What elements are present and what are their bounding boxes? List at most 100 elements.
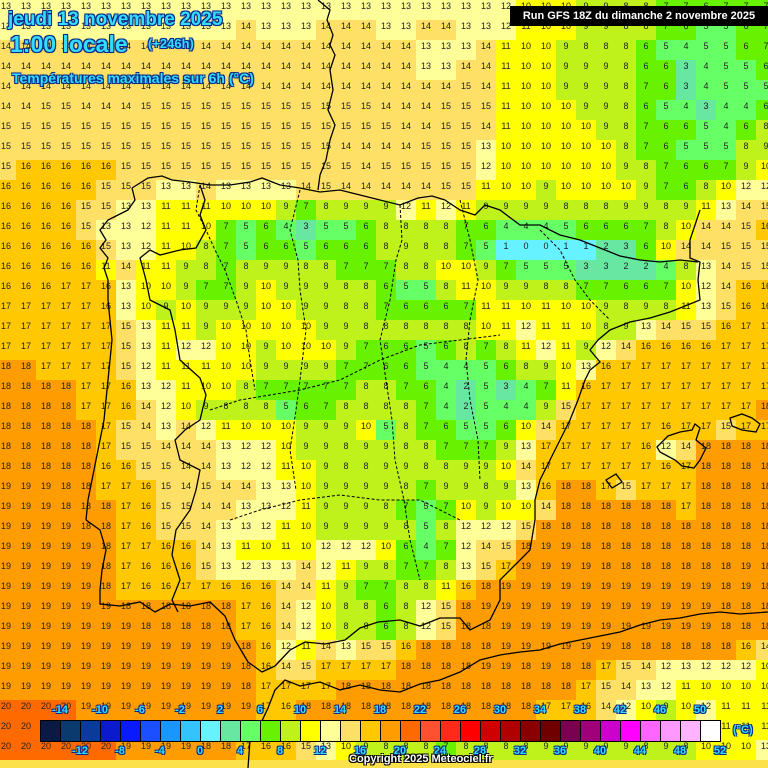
field-cell xyxy=(636,420,656,440)
field-cell xyxy=(716,320,736,340)
field-cell xyxy=(96,220,116,240)
field-cell xyxy=(736,460,756,480)
field-cell xyxy=(536,420,556,440)
field-cell xyxy=(16,340,36,360)
field-cell xyxy=(256,60,276,80)
field-cell xyxy=(636,100,656,120)
field-cell xyxy=(676,80,696,100)
field-cell xyxy=(576,300,596,320)
field-cell xyxy=(276,520,296,540)
field-cell xyxy=(676,180,696,200)
field-cell xyxy=(36,160,56,180)
field-cell xyxy=(556,400,576,420)
field-cell xyxy=(176,440,196,460)
field-cell xyxy=(316,160,336,180)
field-cell xyxy=(296,400,316,420)
field-cell xyxy=(296,200,316,220)
field-cell xyxy=(576,120,596,140)
field-cell xyxy=(336,300,356,320)
field-cell xyxy=(116,400,136,420)
field-cell xyxy=(276,460,296,480)
field-cell xyxy=(556,440,576,460)
field-cell xyxy=(616,300,636,320)
field-cell xyxy=(336,120,356,140)
field-cell xyxy=(356,0,376,20)
field-cell xyxy=(216,400,236,420)
field-cell xyxy=(96,140,116,160)
field-cell xyxy=(556,360,576,380)
field-cell xyxy=(676,520,696,540)
legend-swatch xyxy=(41,721,61,741)
field-cell xyxy=(576,80,596,100)
legend-swatch xyxy=(221,721,241,741)
field-cell xyxy=(436,460,456,480)
field-cell xyxy=(656,180,676,200)
field-cell xyxy=(316,300,336,320)
field-cell xyxy=(636,440,656,460)
field-cell xyxy=(0,20,16,40)
field-cell xyxy=(396,360,416,380)
field-cell xyxy=(716,480,736,500)
field-cell xyxy=(56,420,76,440)
field-cell xyxy=(336,280,356,300)
field-cell xyxy=(136,180,156,200)
field-cell xyxy=(476,200,496,220)
field-cell xyxy=(16,540,36,560)
field-cell xyxy=(536,340,556,360)
field-cell xyxy=(476,420,496,440)
field-cell xyxy=(176,140,196,160)
legend-swatch xyxy=(261,721,281,741)
legend-label-top: 46 xyxy=(653,704,667,716)
field-cell xyxy=(656,260,676,280)
field-cell xyxy=(76,340,96,360)
field-cell xyxy=(416,360,436,380)
field-cell xyxy=(376,360,396,380)
field-cell xyxy=(316,320,336,340)
field-cell xyxy=(756,280,768,300)
field-cell xyxy=(456,440,476,460)
field-cell xyxy=(16,320,36,340)
field-cell xyxy=(316,340,336,360)
field-cell xyxy=(196,360,216,380)
field-cell xyxy=(336,200,356,220)
field-cell xyxy=(576,260,596,280)
field-cell xyxy=(256,260,276,280)
field-cell xyxy=(516,440,536,460)
field-cell xyxy=(416,140,436,160)
field-cell xyxy=(556,140,576,160)
field-cell xyxy=(96,460,116,480)
legend-label-top: 6 xyxy=(256,704,264,716)
field-cell xyxy=(296,500,316,520)
field-cell xyxy=(156,120,176,140)
field-cell xyxy=(496,100,516,120)
field-cell xyxy=(476,340,496,360)
field-cell xyxy=(656,440,676,460)
field-cell xyxy=(676,420,696,440)
field-cell xyxy=(196,500,216,520)
field-cell xyxy=(656,380,676,400)
field-cell xyxy=(76,140,96,160)
legend-label-bottom: 32 xyxy=(513,745,527,757)
field-cell xyxy=(296,140,316,160)
field-cell xyxy=(696,140,716,160)
field-cell xyxy=(136,260,156,280)
field-cell xyxy=(256,280,276,300)
field-cell xyxy=(156,100,176,120)
field-cell xyxy=(216,360,236,380)
field-cell xyxy=(496,360,516,380)
field-cell xyxy=(516,500,536,520)
field-cell xyxy=(336,40,356,60)
field-cell xyxy=(316,240,336,260)
field-cell xyxy=(336,160,356,180)
field-cell xyxy=(656,360,676,380)
field-cell xyxy=(696,60,716,80)
legend-label-top: -6 xyxy=(135,704,145,716)
field-cell xyxy=(716,340,736,360)
field-cell xyxy=(716,60,736,80)
field-cell xyxy=(556,320,576,340)
field-cell xyxy=(656,400,676,420)
field-cell xyxy=(496,440,516,460)
field-cell xyxy=(516,380,536,400)
field-cell xyxy=(396,320,416,340)
field-cell xyxy=(716,220,736,240)
